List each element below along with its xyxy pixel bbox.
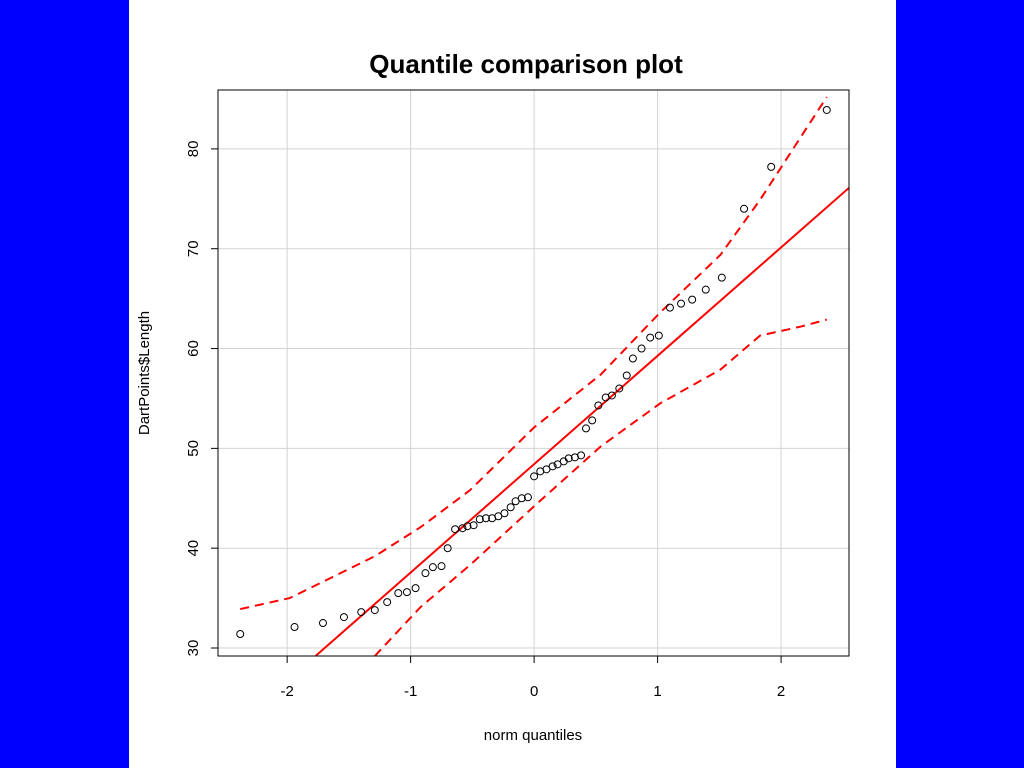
data-point <box>437 562 446 571</box>
data-point <box>494 512 503 521</box>
data-point <box>463 522 472 531</box>
data-point <box>421 569 430 578</box>
data-point <box>581 424 590 433</box>
data-point <box>564 454 573 463</box>
x-tick-label: 0 <box>530 683 538 700</box>
data-point <box>290 623 299 632</box>
data-point <box>553 460 562 469</box>
axes: -2 -1 0 1 2 30 40 50 60 70 80 <box>185 141 785 700</box>
plot-area <box>236 96 849 656</box>
data-point <box>500 509 509 518</box>
data-point <box>701 285 710 294</box>
data-point <box>767 162 776 171</box>
x-tick-label: 2 <box>777 683 785 700</box>
data-point <box>451 525 460 534</box>
data-point <box>654 331 663 340</box>
data-point <box>688 295 697 304</box>
data-point <box>443 544 452 553</box>
data-point <box>475 515 484 524</box>
data-point <box>717 273 726 282</box>
envelope-line <box>374 318 828 656</box>
envelope-line <box>240 96 828 611</box>
data-point <box>637 344 646 353</box>
y-axis-label: DartPoints$Length <box>136 311 153 435</box>
data-point <box>517 494 526 503</box>
y-tick-label: 50 <box>185 440 202 457</box>
data-point <box>622 371 631 380</box>
data-point <box>481 514 490 523</box>
plot-frame <box>217 89 850 657</box>
data-point <box>548 462 557 471</box>
data-point <box>236 630 245 639</box>
data-point <box>402 588 411 597</box>
data-point <box>665 303 674 312</box>
chart-title: Quantile comparison plot <box>369 49 683 79</box>
data-point <box>428 563 437 572</box>
data-point <box>511 497 520 506</box>
y-tick-label: 70 <box>185 240 202 257</box>
x-tick-label: 1 <box>653 683 661 700</box>
data-point <box>615 384 624 393</box>
data-point <box>607 391 616 400</box>
data-point <box>530 472 539 481</box>
data-point <box>357 608 366 617</box>
data-point <box>577 451 586 460</box>
data-point <box>594 401 603 410</box>
data-point <box>383 598 392 607</box>
y-tick-label: 30 <box>185 640 202 657</box>
x-axis-label: norm quantiles <box>484 727 582 744</box>
data-point <box>740 204 749 213</box>
data-point <box>469 521 478 530</box>
data-point <box>822 105 831 114</box>
data-point <box>523 493 532 502</box>
y-tick-label: 80 <box>185 141 202 158</box>
data-point <box>588 416 597 425</box>
data-point <box>339 613 348 622</box>
data-point <box>318 619 327 628</box>
data-point <box>370 606 379 615</box>
data-point <box>677 299 686 308</box>
data-point <box>394 589 403 598</box>
y-tick-label: 60 <box>185 340 202 357</box>
chart-panel <box>129 0 896 768</box>
data-point <box>411 584 420 593</box>
reference-line <box>314 187 849 656</box>
data-point <box>628 354 637 363</box>
x-tick-label: -1 <box>404 683 417 700</box>
data-point <box>542 465 551 474</box>
y-tick-label: 40 <box>185 540 202 557</box>
data-point <box>506 503 515 512</box>
data-point <box>646 333 655 342</box>
x-tick-label: -2 <box>280 683 293 700</box>
data-point <box>458 524 467 533</box>
